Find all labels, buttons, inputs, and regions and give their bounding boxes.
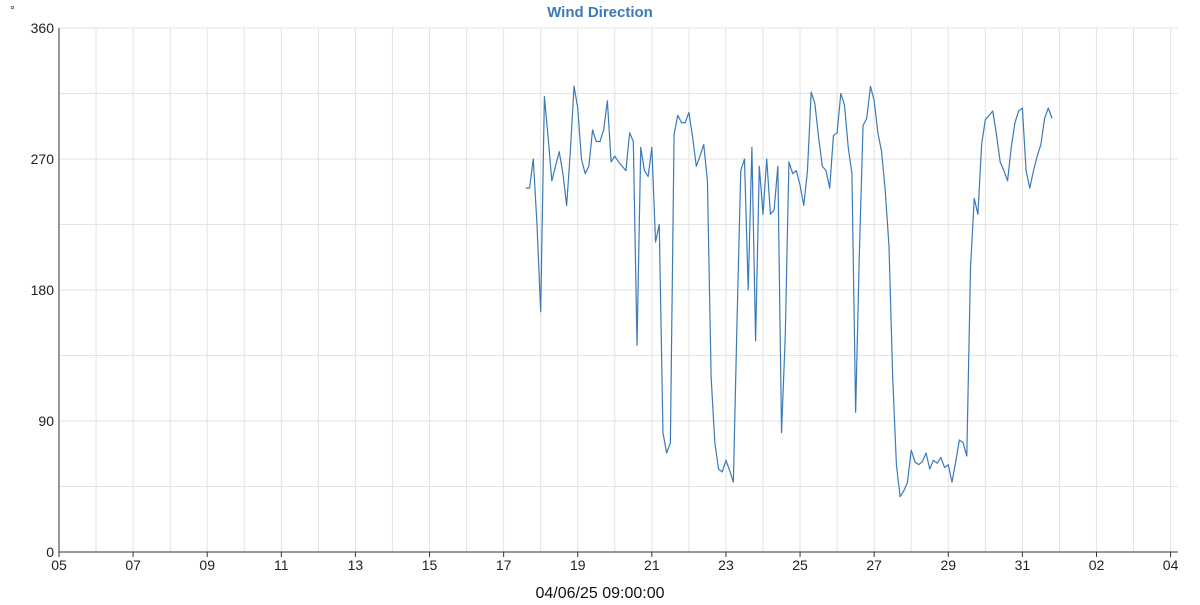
x-tick-label: 31 — [1015, 557, 1031, 573]
y-tick-labels: 0 90 180 270 360 — [31, 20, 55, 560]
x-tick-label: 25 — [792, 557, 808, 573]
x-tick-label: 13 — [348, 557, 364, 573]
x-tick-label: 11 — [274, 557, 289, 573]
y-tick-label: 0 — [46, 544, 54, 560]
x-tick-labels: 05 07 09 11 13 15 17 19 21 23 25 27 29 31 02 04 — [51, 552, 1179, 573]
x-tick-label: 21 — [644, 557, 660, 573]
y-tick-label: 360 — [31, 20, 55, 36]
x-tick-label: 04 — [1163, 557, 1179, 573]
series-line — [525, 85, 1053, 498]
x-tick-label: 17 — [496, 557, 512, 573]
x-tick-label: 15 — [422, 557, 438, 573]
x-tick-label: 02 — [1089, 557, 1105, 573]
chart-title: Wind Direction — [547, 4, 653, 21]
y-axis-unit-label: ° — [10, 3, 15, 17]
y-tick-label: 180 — [31, 282, 55, 298]
x-axis-label: 04/06/25 09:00:00 — [535, 585, 664, 600]
x-tick-label: 29 — [940, 557, 956, 573]
x-tick-label: 07 — [125, 557, 141, 573]
grid-lines — [59, 27, 1178, 553]
x-tick-label: 05 — [51, 557, 67, 573]
x-tick-label: 19 — [570, 557, 586, 573]
x-tick-label: 23 — [718, 557, 734, 573]
x-tick-label: 27 — [866, 557, 882, 573]
series-group — [525, 85, 1053, 498]
y-tick-label: 90 — [38, 413, 54, 429]
x-tick-label: 09 — [199, 557, 215, 573]
y-tick-label: 270 — [31, 151, 55, 167]
axes — [58, 28, 1178, 553]
